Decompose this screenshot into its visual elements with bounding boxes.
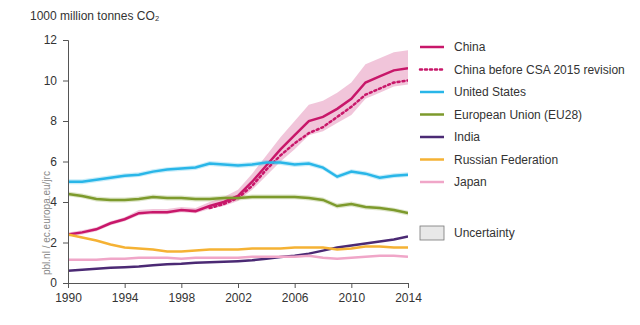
x-axis-line	[69, 284, 409, 289]
uncertainty-band	[68, 50, 408, 236]
plot-area	[68, 50, 408, 271]
y-tick: 12	[44, 33, 68, 47]
uncertainty-band	[68, 160, 408, 184]
legend-swatch	[420, 68, 444, 71]
x-tick-mark	[68, 283, 69, 288]
x-tick-mark	[408, 283, 409, 288]
x-tick: 1990	[55, 283, 82, 305]
line	[210, 81, 408, 209]
y-tick-mark	[63, 40, 68, 41]
y-axis-title: 1000 million tonnes CO₂	[30, 9, 160, 23]
line	[68, 194, 408, 213]
x-tick-label: 1990	[55, 291, 82, 305]
x-tick-label: 1998	[168, 291, 195, 305]
x-tick-mark	[181, 283, 182, 288]
legend-label: Japan	[454, 175, 487, 189]
y-tick-label: 8	[50, 114, 57, 128]
line	[68, 163, 408, 182]
y-tick-mark	[63, 162, 68, 163]
y-tick-mark	[63, 81, 68, 82]
legend-swatch	[420, 181, 444, 184]
y-tick-mark	[63, 202, 68, 203]
legend-swatch	[420, 158, 444, 161]
y-tick-label: 0	[50, 276, 57, 290]
y-tick-mark	[63, 283, 68, 284]
x-tick: 2014	[395, 283, 422, 305]
y-axis: 0 2 4 6 8 10 12	[44, 33, 69, 290]
x-tick-label: 1994	[112, 291, 139, 305]
source: pbl.nl / ec.europa.eu/jrc	[41, 171, 52, 275]
line	[68, 256, 408, 260]
x-axis: 1990 1994 1998 2002 2006 2010 2014	[55, 283, 422, 305]
y-tick: 10	[44, 74, 68, 88]
legend-label: European Union (EU28)	[454, 108, 582, 122]
x-tick: 2010	[338, 283, 365, 305]
y-tick-label: 12	[44, 33, 58, 47]
legend-label: India	[454, 130, 480, 144]
y-tick-label: 10	[44, 74, 58, 88]
y-tick-mark	[63, 121, 68, 122]
x-tick-mark	[351, 283, 352, 288]
line	[68, 68, 408, 234]
x-tick: 1994	[112, 283, 139, 305]
legend: China China before CSA 2015 revision Unite…	[420, 40, 625, 240]
legend-swatch	[420, 136, 444, 139]
legend-label: China before CSA 2015 revision	[454, 63, 625, 77]
y-tick-label: 4	[50, 195, 57, 209]
legend-label: United States	[454, 85, 526, 99]
legend-swatch	[420, 113, 444, 116]
x-tick-label: 2006	[282, 291, 309, 305]
x-tick-label: 2014	[395, 291, 422, 305]
x-tick-label: 2002	[225, 291, 252, 305]
y-tick: 0	[50, 276, 68, 290]
y-tick: 6	[50, 155, 68, 169]
y-tick-mark	[63, 243, 68, 244]
x-tick: 1998	[168, 283, 195, 305]
x-tick: 2006	[282, 283, 309, 305]
x-tick: 2002	[225, 283, 252, 305]
x-tick-mark	[238, 283, 239, 288]
y-tick: 4	[50, 195, 68, 209]
legend-swatch	[420, 91, 444, 94]
line	[68, 236, 408, 270]
legend-swatch	[420, 46, 444, 49]
y-tick: 8	[50, 114, 68, 128]
legend-label: China	[454, 40, 486, 54]
y-axis-line	[63, 41, 69, 284]
chart: 1000 million tonnes CO₂ pbl.nl / ec.europ…	[0, 0, 640, 325]
x-tick-label: 2010	[338, 291, 365, 305]
y-tick-label: 2	[50, 236, 57, 250]
legend-label: Russian Federation	[454, 153, 558, 167]
legend-swatch	[420, 226, 444, 240]
x-tick-mark	[295, 283, 296, 288]
legend-label: Uncertainty	[454, 226, 515, 240]
line	[68, 234, 408, 251]
y-tick: 2	[50, 236, 68, 250]
y-tick-label: 6	[50, 155, 57, 169]
x-tick-mark	[125, 283, 126, 288]
